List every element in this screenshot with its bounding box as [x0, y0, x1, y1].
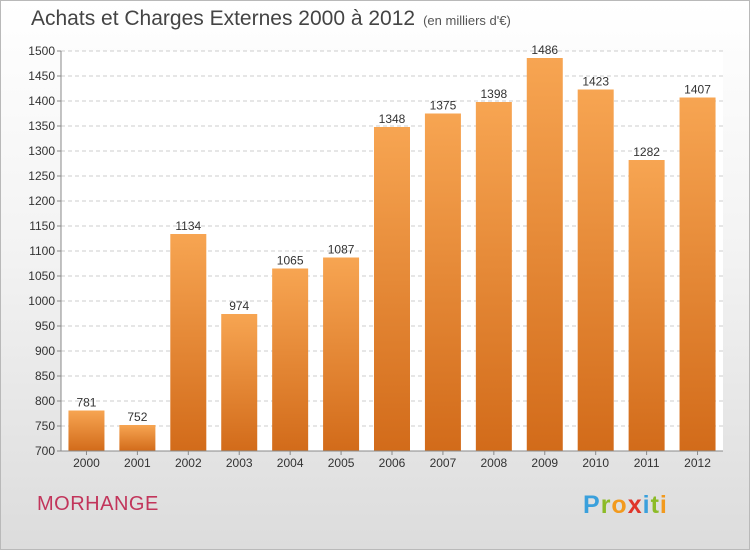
x-tick-label: 2010 [582, 456, 609, 470]
city-name: MORHANGE [37, 493, 159, 515]
bar-2010 [577, 89, 614, 451]
y-tick-label: 1300 [28, 144, 55, 158]
bar-value-label: 974 [229, 299, 249, 313]
x-tick-label: 2000 [73, 456, 100, 470]
bar-2000 [68, 410, 105, 451]
y-tick-label: 1150 [29, 219, 55, 233]
bar-value-label: 1282 [633, 145, 660, 159]
y-tick-label: 850 [35, 369, 55, 383]
y-tick-label: 1500 [28, 44, 55, 58]
x-tick-label: 2001 [124, 456, 151, 470]
bar-value-label: 1486 [531, 43, 558, 57]
x-tick-label: 2002 [175, 456, 202, 470]
y-axis: 700 750 800 850 900 950 1000 1050 1100 1150 1200 12… [28, 44, 62, 458]
y-tick-label: 950 [35, 319, 55, 333]
y-tick-label: 1200 [28, 194, 55, 208]
x-tick-label: 2004 [277, 456, 304, 470]
logo-letter: i [642, 491, 651, 519]
bar-value-label: 1348 [379, 112, 406, 126]
y-tick-label: 1050 [28, 269, 55, 283]
logo-letter: r [600, 491, 612, 519]
bar-value-label: 1423 [582, 75, 609, 89]
bar-2002 [170, 234, 207, 451]
y-tick-label: 700 [35, 444, 55, 458]
bar-value-label: 752 [127, 410, 147, 424]
y-tick-label: 1350 [28, 119, 55, 133]
x-tick-label: 2008 [480, 456, 507, 470]
bar-value-label: 1087 [328, 243, 355, 257]
chart-subtitle: (en milliers d'€) [423, 13, 511, 28]
bar-2001 [119, 425, 156, 451]
logo-letter: x [627, 491, 643, 519]
bar-value-label: 1375 [430, 99, 457, 113]
bar-2007 [424, 113, 461, 451]
y-tick-label: 900 [35, 344, 55, 358]
bar-2005 [323, 257, 360, 451]
bar-2006 [374, 127, 410, 451]
bar-value-label: 1398 [480, 87, 507, 101]
x-tick-label: 2011 [634, 456, 660, 470]
x-tick-label: 2007 [430, 456, 457, 470]
x-tick-label: 2012 [684, 456, 711, 470]
logo-letter: o [611, 491, 628, 519]
bar-2011 [628, 160, 665, 451]
y-tick-label: 1250 [28, 169, 55, 183]
y-tick-label: 750 [35, 419, 55, 433]
bars: 781 752 1134 974 1065 1087 1348 1375 1398 1486 142… [68, 43, 716, 451]
bar-2008 [475, 102, 512, 451]
bar-2003 [221, 314, 258, 451]
x-tick-label: 2009 [531, 456, 558, 470]
y-tick-label: 800 [35, 394, 55, 408]
bar-value-label: 1407 [684, 83, 711, 97]
logo-letter: P [583, 491, 601, 519]
x-tick-label: 2005 [328, 456, 355, 470]
chart-title: Achats et Charges Externes 2000 à 2012 (e… [31, 7, 511, 31]
bar-value-label: 1065 [277, 254, 304, 268]
x-tick-label: 2003 [226, 456, 253, 470]
bar-value-label: 781 [76, 396, 96, 410]
x-tick-label: 2006 [379, 456, 406, 470]
bar-2012 [679, 97, 716, 451]
bar-2004 [272, 268, 309, 451]
logo-letter: t [650, 491, 660, 519]
proxiti-logo: Proxiti [583, 491, 668, 520]
chart-title-text: Achats et Charges Externes 2000 à 2012 [31, 7, 416, 30]
y-tick-label: 1450 [28, 69, 55, 83]
logo-letter: i [659, 491, 668, 519]
x-axis: 2000 2001 2002 2003 2004 2005 2006 2007 2008 2009… [61, 450, 723, 470]
bar-2009 [526, 58, 563, 451]
y-tick-label: 1400 [28, 94, 55, 108]
y-tick-label: 1100 [29, 244, 55, 258]
bar-value-label: 1134 [175, 219, 201, 233]
y-tick-label: 1000 [28, 294, 55, 308]
